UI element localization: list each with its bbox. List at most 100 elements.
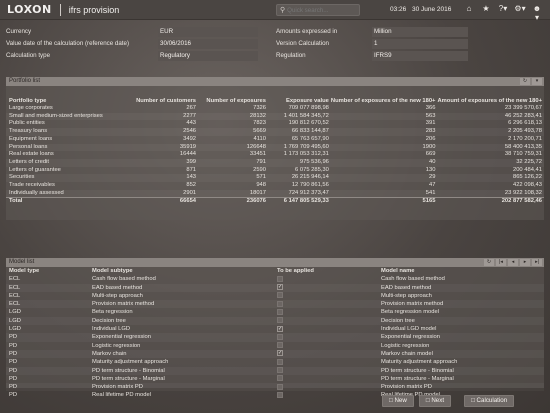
to-be-applied-checkbox[interactable] xyxy=(277,317,283,324)
value-date-value: 30/06/2016 xyxy=(158,38,258,49)
model-type-cell: ECL xyxy=(9,276,21,283)
table-cell: 23 399 570,67 xyxy=(504,105,542,111)
table-row[interactable]: ECL Multi-step approach Multi-step approac… xyxy=(6,292,544,300)
to-be-applied-cell: ✓ xyxy=(277,283,381,292)
table-row[interactable]: Personal loans 35919 126648 1 769 709 495,6… xyxy=(6,143,544,152)
to-be-applied-cell xyxy=(277,391,381,399)
next-page-icon[interactable]: ▸ xyxy=(520,259,530,266)
home-icon[interactable]: ⌂ xyxy=(466,4,472,13)
total-cell: 66654 xyxy=(135,197,199,207)
to-be-applied-checkbox[interactable]: ✓ xyxy=(277,284,283,291)
table-row[interactable]: Trade receivables 852 948 12 790 861,56 47 42… xyxy=(6,182,544,190)
quick-search[interactable]: ⚲ xyxy=(276,4,360,16)
table-cell: 2 205 493,78 xyxy=(437,128,544,136)
table-cell: Real estate loans xyxy=(9,151,54,158)
table-row[interactable]: Public entities 443 7823 190 812 670,52 391 6… xyxy=(6,120,544,128)
col-new-180-amount: Amount of exposures of the new 180+ xyxy=(437,97,542,104)
table-row[interactable]: PD PD term structure - Marginal PD term st… xyxy=(6,375,544,383)
to-be-applied-cell xyxy=(277,308,381,316)
calculation-button[interactable]: □ Calculation xyxy=(464,395,515,407)
to-be-applied-cell xyxy=(277,375,381,383)
help-icon[interactable]: ?▾ xyxy=(498,4,508,13)
table-cell: 871 xyxy=(186,166,197,173)
model-subtype-cell: PD term structure - Marginal xyxy=(92,375,165,382)
table-cell: 4110 xyxy=(253,135,266,142)
table-row[interactable]: PD Provision matrix PD Provision matrix PD xyxy=(6,383,544,392)
model-name-cell: Beta regression model xyxy=(381,309,439,316)
model-type-cell: ECL xyxy=(6,283,92,292)
table-cell: 46 252 283,41 xyxy=(437,112,544,121)
regulation-value: IFRS9 xyxy=(372,50,468,61)
table-cell: 35919 xyxy=(135,143,199,152)
star-icon[interactable]: ★ xyxy=(482,4,490,13)
table-row[interactable]: PD Logistic regression Logistic regression xyxy=(6,342,544,350)
table-row[interactable]: PD Markov chain ✓ Markov chain model xyxy=(6,349,544,359)
clock-time: 03:26 xyxy=(390,6,407,13)
table-row[interactable]: Individually assessed 2901 18017 724 912 37… xyxy=(6,189,544,198)
table-row[interactable]: Securities 143 571 26 215 946,14 29 865 126,2… xyxy=(6,174,544,183)
table-cell: Large corporates xyxy=(9,105,53,111)
table-row[interactable]: PD Maturity adjustment approach Maturity a… xyxy=(6,358,544,366)
portfolio-list-header: Portfolio list ↻ ▾ xyxy=(6,77,544,86)
table-row[interactable]: ECL Cash flow based method Cash flow based… xyxy=(6,275,544,283)
table-row[interactable]: Equipment loans 3492 4110 65 763 657,90 206 2… xyxy=(6,136,544,144)
table-cell: 58 400 413,35 xyxy=(437,143,544,152)
total-cell: Total xyxy=(6,197,136,207)
table-row[interactable]: ECL EAD based method ✓ EAD based method xyxy=(6,283,544,292)
table-row[interactable]: LGD Beta regression Beta regression model xyxy=(6,308,544,316)
to-be-applied-checkbox[interactable] xyxy=(277,383,283,390)
table-cell: 391 xyxy=(425,120,436,127)
version-label: Version Calculation xyxy=(276,40,329,47)
first-page-icon[interactable]: |◂ xyxy=(496,259,506,266)
table-cell: Trade receivables xyxy=(9,182,55,189)
table-row[interactable]: Real estate loans 16444 33451 1 173 053 312… xyxy=(6,151,544,159)
model-subtype-cell: Individual LGD xyxy=(92,326,131,333)
users-icon[interactable]: ☻▾ xyxy=(532,4,542,22)
last-page-icon[interactable]: ▸| xyxy=(532,259,542,266)
col-model-subtype: Model subtype xyxy=(92,268,133,274)
table-row[interactable]: Small and medium-sized enterprises 2277 28… xyxy=(6,112,544,121)
total-cell: 236076 xyxy=(198,197,268,207)
table-row[interactable]: Letters of guarantee 871 2590 6 075 285,30 1… xyxy=(6,167,544,175)
to-be-applied-checkbox[interactable] xyxy=(277,358,283,365)
prev-page-icon[interactable]: ◂ xyxy=(508,259,518,266)
table-cell: 852 xyxy=(186,182,197,189)
new-icon: □ xyxy=(389,397,395,404)
table-row[interactable]: Treasury loans 2546 5669 66 833 144,87 283 2 … xyxy=(6,128,544,136)
table-row[interactable]: LGD Decision tree Decision tree xyxy=(6,316,544,326)
to-be-applied-checkbox[interactable] xyxy=(277,333,283,340)
model-type-cell: LGD xyxy=(9,309,21,316)
to-be-applied-checkbox[interactable] xyxy=(277,342,283,349)
quick-search-input[interactable] xyxy=(287,6,354,14)
to-be-applied-checkbox[interactable] xyxy=(277,275,283,282)
table-cell: 18017 xyxy=(198,189,268,198)
table-cell: 5669 xyxy=(198,128,268,136)
to-be-applied-checkbox[interactable]: ✓ xyxy=(277,350,283,357)
col-model-type: Model type xyxy=(9,268,40,274)
to-be-applied-checkbox[interactable] xyxy=(277,391,283,398)
to-be-applied-checkbox[interactable] xyxy=(277,292,283,299)
to-be-applied-checkbox[interactable] xyxy=(277,308,283,315)
settings-icon[interactable]: ⚙▾ xyxy=(514,4,526,13)
refresh-icon[interactable]: ↻ xyxy=(520,78,530,85)
model-type-cell: PD xyxy=(6,349,92,359)
new-button[interactable]: □ New xyxy=(382,395,414,407)
model-name-cell: Decision tree xyxy=(381,316,544,326)
table-row[interactable]: ECL Provision matrix method Provision matr… xyxy=(6,300,544,309)
next-button[interactable]: □ Next xyxy=(418,395,452,407)
table-row[interactable]: Letters of credit 399 791 975 536,96 40 32 22… xyxy=(6,158,544,167)
table-row[interactable]: PD Exponential regression Exponential regr… xyxy=(6,333,544,342)
table-cell: Securities xyxy=(6,174,136,183)
refresh-icon[interactable]: ↻ xyxy=(484,259,494,266)
chevron-down-icon[interactable]: ▾ xyxy=(532,78,542,85)
to-be-applied-checkbox[interactable] xyxy=(277,367,283,374)
to-be-applied-checkbox[interactable] xyxy=(277,375,283,382)
table-row[interactable]: PD PD term structure - Binomial PD term st… xyxy=(6,366,544,375)
table-cell: Small and medium-sized enterprises xyxy=(6,112,136,121)
to-be-applied-cell: ✓ xyxy=(277,349,381,359)
table-row[interactable]: Large corporates 267 7326 709 077 898,98 366… xyxy=(6,105,544,113)
app-title: ifrs provision xyxy=(68,4,120,15)
to-be-applied-checkbox[interactable] xyxy=(277,300,283,307)
table-row[interactable]: LGD Individual LGD ✓ Individual LGD model xyxy=(6,325,544,333)
to-be-applied-checkbox[interactable]: ✓ xyxy=(277,325,283,332)
